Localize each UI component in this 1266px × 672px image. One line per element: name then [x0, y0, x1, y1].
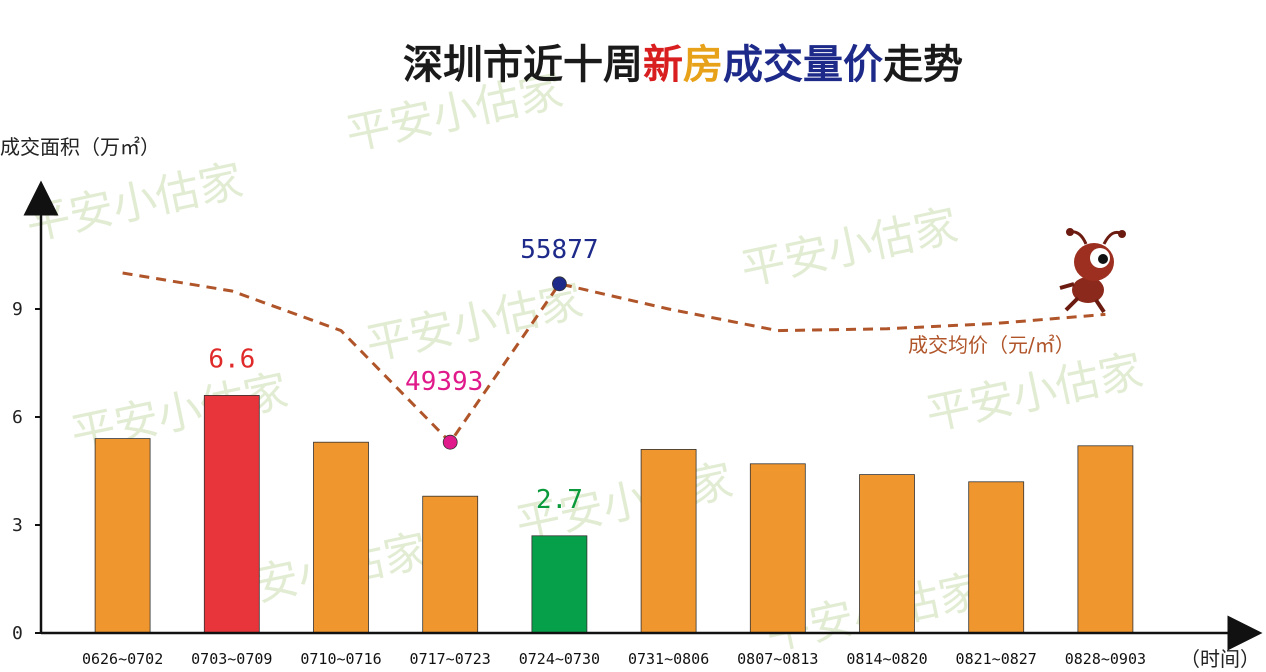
price-marker-label: 55877 — [520, 235, 598, 265]
price-line-label: 成交均价（元/㎡） — [908, 333, 1075, 357]
price-marker — [552, 276, 567, 292]
x-tick-label: 0717~0723 — [410, 650, 491, 668]
y-tick-label: 3 — [12, 515, 23, 536]
value-labels: 6.6 2.7 — [208, 344, 583, 514]
bar-0626~0702 — [94, 438, 151, 634]
y-ticks: 0 3 6 9 — [12, 299, 41, 644]
bar-0717~0723 — [422, 495, 479, 634]
bar-0724~0730 — [531, 535, 588, 634]
x-axis-label: （时间） — [1180, 647, 1260, 671]
bar-0710~0716 — [313, 441, 369, 634]
title-part-0: 深圳市近十周 — [403, 42, 643, 88]
bar-0821~0827 — [968, 481, 1025, 634]
x-tick-label: 0626~0702 — [82, 650, 163, 668]
x-tick-label: 0710~0716 — [300, 650, 381, 668]
axes-group — [23, 180, 1263, 651]
x-tick-labels: 0626~0702 0703~0709 0710~0716 0717~0723 0724… — [82, 650, 1146, 668]
chart-title: 深圳市近十周新房成交量价走势 — [403, 42, 963, 88]
ant-mascot-icon — [1059, 228, 1126, 314]
watermark-text: 平安小估家 — [922, 345, 1148, 441]
x-tick-label: 0703~0709 — [191, 650, 272, 668]
y-tick-label: 6 — [12, 407, 23, 428]
y-tick-label: 0 — [12, 623, 23, 644]
title-part-3: 成交 — [723, 42, 803, 88]
x-tick-label: 0731~0806 — [628, 650, 709, 668]
bar-value-label: 2.7 — [536, 485, 583, 515]
price-marker-label: 49393 — [405, 367, 483, 397]
title-part-2: 房 — [683, 42, 723, 88]
price-line — [122, 271, 1106, 445]
bar-0828~0903 — [1077, 445, 1134, 634]
watermark-text: 平安小估家 — [362, 275, 588, 371]
bar-0814~0820 — [859, 474, 915, 634]
price-marker — [442, 434, 458, 450]
bar-0731~0806 — [640, 448, 697, 634]
x-tick-label: 0814~0820 — [846, 650, 927, 668]
title-part-4: 量价 — [803, 42, 883, 88]
y-axis-label: 成交面积（万㎡） — [0, 135, 160, 159]
bar-value-label: 6.6 — [208, 344, 255, 374]
x-tick-label: 0807~0813 — [737, 650, 818, 668]
title-part-5: 走势 — [883, 42, 963, 88]
y-tick-label: 9 — [12, 299, 23, 320]
title-part-1: 新 — [643, 42, 683, 88]
bars-group — [94, 394, 1134, 634]
watermark-text: 平安小估家 — [737, 200, 963, 296]
bar-0807~0813 — [749, 463, 806, 634]
price-line-group: 49393 55877 — [122, 235, 1106, 450]
x-tick-label: 0828~0903 — [1065, 650, 1146, 668]
watermark-text: 平安小估家 — [22, 155, 248, 251]
x-tick-label: 0821~0827 — [956, 650, 1037, 668]
x-tick-label: 0724~0730 — [519, 650, 600, 668]
bar-0703~0709 — [203, 394, 260, 634]
